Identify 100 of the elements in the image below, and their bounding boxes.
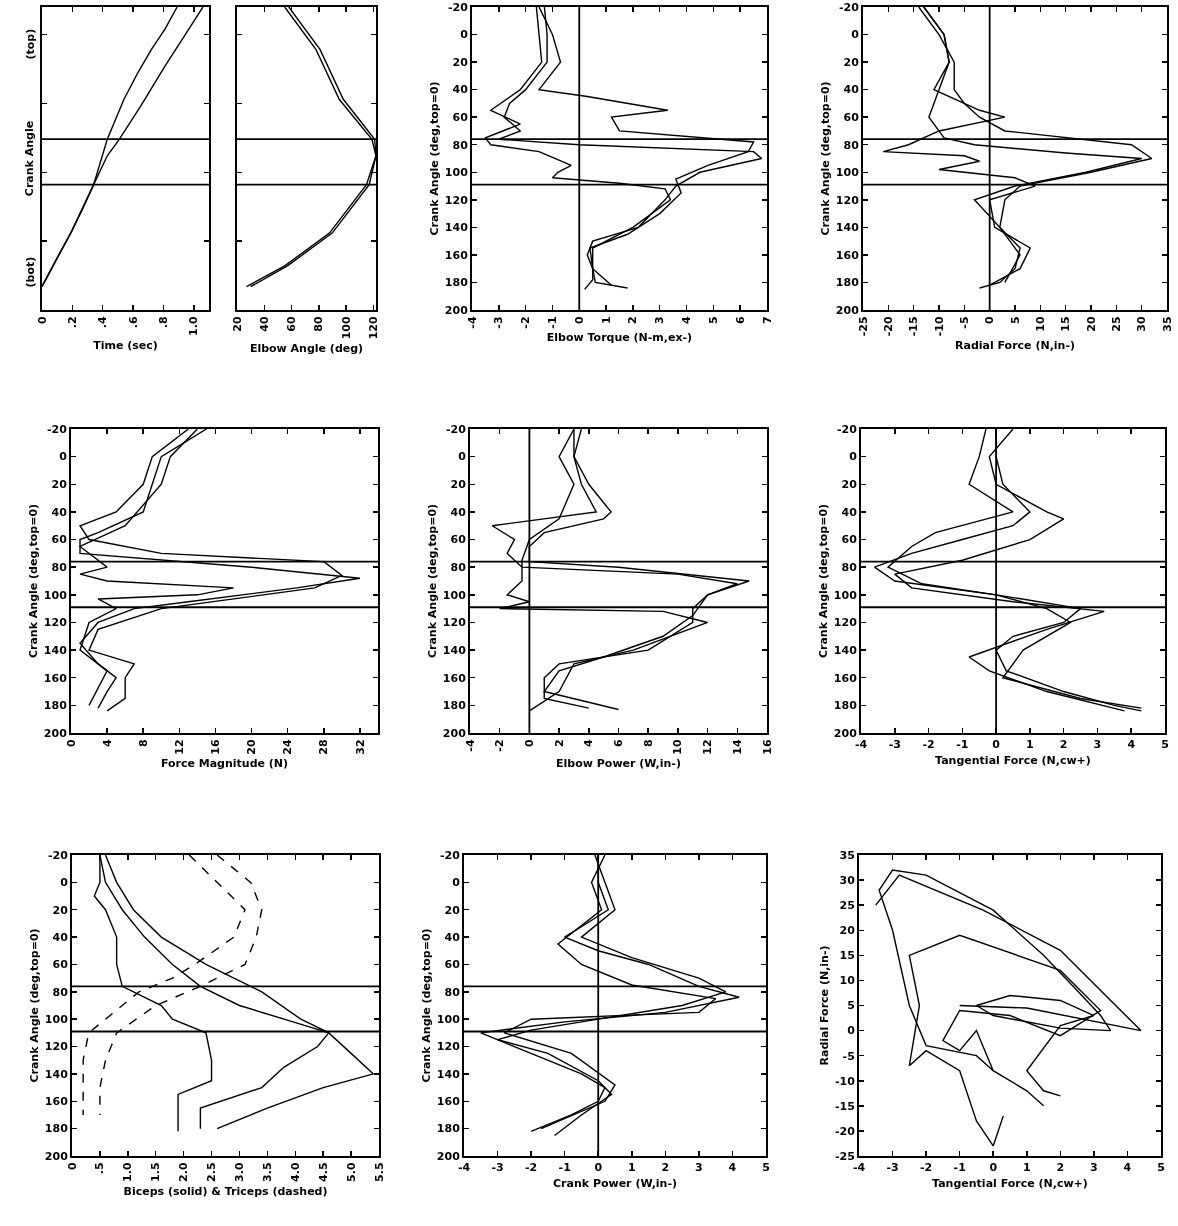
y-tick-label: 200 [444,303,469,317]
y-tick-label: 120 [436,1040,461,1054]
y-tick-label: 60 [444,958,461,972]
y-tick-label: 80 [52,985,69,999]
y-tick-label: 100 [43,588,68,602]
y-tick-label: 60 [452,111,469,125]
x-tick-label: -3 [491,1161,504,1175]
y-axis-title: Crank Angle (deg,top=0) [818,81,832,236]
x-tick-label: -3 [492,316,506,329]
y-tick-label: 160 [43,671,68,685]
x-tick-label: 5 [706,316,720,325]
x-tick-label: 1.5 [149,1162,163,1182]
y-tick-label: 40 [843,83,860,97]
x-tick-label: 4 [582,739,596,748]
x-tick-label: 20 [1084,316,1098,332]
x-tick-label: -4 [854,738,868,752]
y-tick-label: 100 [444,166,469,180]
y-tick-label: 160 [835,248,860,262]
x-tick-label: 4 [100,739,114,748]
x-tick-label: 40 [257,316,271,332]
y-tick-label: 120 [442,616,467,630]
y-tick-label: -20 [47,848,69,862]
y-tick-label: -20 [838,0,860,14]
x-tick-label: 100 [339,316,353,340]
y-tick-label: 100 [835,166,860,180]
y-tick-label: -10 [834,1074,856,1088]
x-tick-label: 0 [35,316,49,325]
x-tick-label: 6 [612,739,626,748]
y-tick-label: 40 [51,505,68,519]
x-tick-label: 3.5 [260,1162,274,1182]
x-tick-label: 5.5 [372,1162,386,1182]
x-tick-label: 1.0 [121,1162,135,1182]
x-tick-label: -20 [881,316,895,337]
x-axis-title: Tangential Force (N,cw+) [932,1176,1088,1190]
x-tick-label: 4 [1127,738,1136,752]
y-tick-label: 20 [52,903,69,917]
x-tick-label: 5 [762,1161,770,1175]
x-tick-label: -4 [463,739,477,752]
y-tick-label: 20 [51,478,68,492]
x-tick-label: .6 [126,316,140,329]
y-tick-label: 20 [843,55,860,69]
y-tick-label: 40 [452,83,469,97]
y-tick-label: 60 [52,958,69,972]
y-tick-label: 180 [436,1122,461,1136]
y-tick-label: 200 [44,1149,69,1163]
y-tick-label: 80 [843,138,860,152]
y-tick-label: -25 [834,1149,855,1163]
y-tick-label: 120 [444,193,469,207]
x-tick-label: -1 [956,738,969,752]
y-tick-label: 0 [849,450,858,464]
y-tick-label: 25 [839,899,855,913]
y-tick-label: 35 [839,848,855,862]
x-tick-label: 12 [701,739,715,755]
y-tick-label: 100 [442,588,467,602]
y-tick-label: -20 [445,422,467,436]
y-tick-label: 20 [444,903,461,917]
y-tick-label: -20 [836,422,858,436]
y-tick-label: 0 [452,876,461,890]
x-tick-label: 4 [728,1161,737,1175]
x-tick-label: -4 [465,316,479,329]
x-tick-label: 14 [730,739,744,755]
y-tick-label: 0 [458,450,467,464]
x-tick-label: 1 [599,316,613,325]
x-tick-label: 1 [1022,1161,1031,1175]
x-tick-label: 5 [1161,738,1169,752]
x-tick-label: 0 [594,1161,603,1175]
x-tick-label: 6 [733,316,747,325]
x-tick-label: -1 [558,1161,571,1175]
y-axis-title: Crank Angle (deg,top=0) [425,503,439,659]
y-tick-label: 80 [444,985,461,999]
x-tick-label: -4 [852,1161,866,1175]
x-axis-title: Time (sec) [93,338,158,352]
x-tick-label: -2 [493,739,507,752]
x-tick-label: 24 [281,739,295,755]
x-tick-label: 1 [1026,738,1034,752]
y-tick-label: 100 [44,1013,69,1027]
y-tick-label: 100 [833,588,858,602]
y-tick-label: 20 [841,478,858,492]
y-tick-label: 200 [43,726,68,740]
x-tick-label: 80 [312,316,326,332]
y-tick-label: 40 [444,930,461,944]
x-tick-label: 4 [680,316,694,325]
y-tick-label: 160 [44,1095,69,1109]
y-tick-label: -20 [46,422,68,436]
y-tick-label: -20 [439,848,461,862]
x-tick-label: 3 [1093,738,1102,752]
x-tick-label: 12 [172,739,186,755]
y-axis-title: Crank Angle [23,120,37,197]
y-tick-label: 80 [841,561,858,575]
x-tick-label: 2.5 [205,1162,219,1182]
y-tick-label: 120 [44,1040,69,1054]
x-axis-title: Crank Power (W,in-) [552,1176,678,1190]
y-tick-label: -5 [842,1049,855,1063]
y-tick-label: 40 [52,930,69,944]
y-tick-label: 0 [851,28,860,42]
x-tick-label: 2 [661,1161,670,1175]
y-tick-label: 40 [841,505,858,519]
x-tick-label: -2 [922,738,935,752]
y-tick-label: 180 [444,276,469,290]
x-tick-label: 8 [136,739,150,748]
